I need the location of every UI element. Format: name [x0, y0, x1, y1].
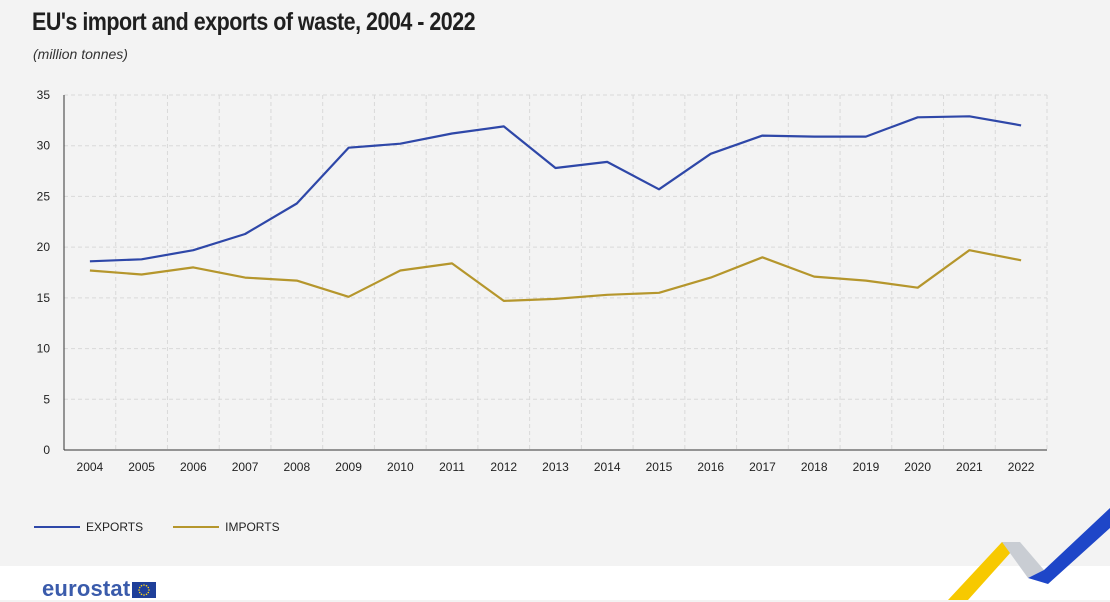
footer-band [0, 566, 1110, 600]
legend-label-exports: EXPORTS [86, 520, 144, 534]
x-tick-label: 2018 [801, 460, 828, 474]
x-tick-label: 2022 [1008, 460, 1035, 474]
x-tick-label: 2021 [956, 460, 983, 474]
legend-swatch-exports [34, 526, 80, 528]
x-tick-label: 2015 [646, 460, 673, 474]
x-tick-label: 2004 [77, 460, 104, 474]
series-line-exports [89, 115, 1022, 263]
axes [63, 95, 1047, 451]
eurostat-logo[interactable]: eurostat [42, 576, 157, 602]
chart-subtitle: (million tonnes) [33, 46, 128, 62]
y-tick-label: 35 [37, 88, 51, 102]
x-tick-label: 2017 [749, 460, 776, 474]
x-tick-label: 2013 [542, 460, 569, 474]
legend: EXPORTS IMPORTS [34, 520, 310, 534]
x-tick-label: 2014 [594, 460, 621, 474]
series-lines [89, 115, 1022, 302]
chart-title: EU's import and exports of waste, 2004 -… [32, 8, 476, 36]
y-axis-ticks: 0 5 10 15 20 25 30 35 [37, 88, 51, 457]
gridlines [64, 94, 1048, 450]
y-tick-label: 15 [37, 291, 51, 305]
x-tick-label: 2019 [853, 460, 880, 474]
x-tick-label: 2006 [180, 460, 207, 474]
x-tick-label: 2011 [439, 460, 465, 474]
legend-swatch-imports [173, 526, 220, 528]
legend-item-exports[interactable]: EXPORTS [34, 520, 143, 534]
legend-label-imports: IMPORTS [225, 520, 280, 534]
x-axis-ticks: 2004 2005 2006 2007 2008 2009 2010 2011 2012 2013… [77, 460, 1035, 474]
eu-flag-icon [132, 582, 157, 598]
y-tick-label: 5 [43, 392, 50, 406]
x-tick-label: 2009 [335, 460, 362, 474]
decorative-chevrons-graphic [948, 508, 1110, 600]
x-tick-label: 2012 [490, 460, 517, 474]
x-tick-label: 2005 [128, 460, 155, 474]
x-tick-label: 2010 [387, 460, 414, 474]
logo-text: eurostat [42, 576, 131, 601]
x-tick-label: 2016 [697, 460, 724, 474]
x-tick-label: 2007 [232, 460, 259, 474]
legend-item-imports[interactable]: IMPORTS [173, 520, 280, 534]
x-tick-label: 2020 [904, 460, 931, 474]
y-tick-label: 20 [37, 240, 51, 254]
y-tick-label: 30 [37, 139, 51, 153]
y-tick-label: 0 [43, 443, 50, 457]
x-tick-label: 2008 [283, 460, 310, 474]
series-line-imports [89, 249, 1022, 302]
y-tick-label: 10 [37, 342, 51, 356]
y-tick-label: 25 [37, 189, 51, 203]
